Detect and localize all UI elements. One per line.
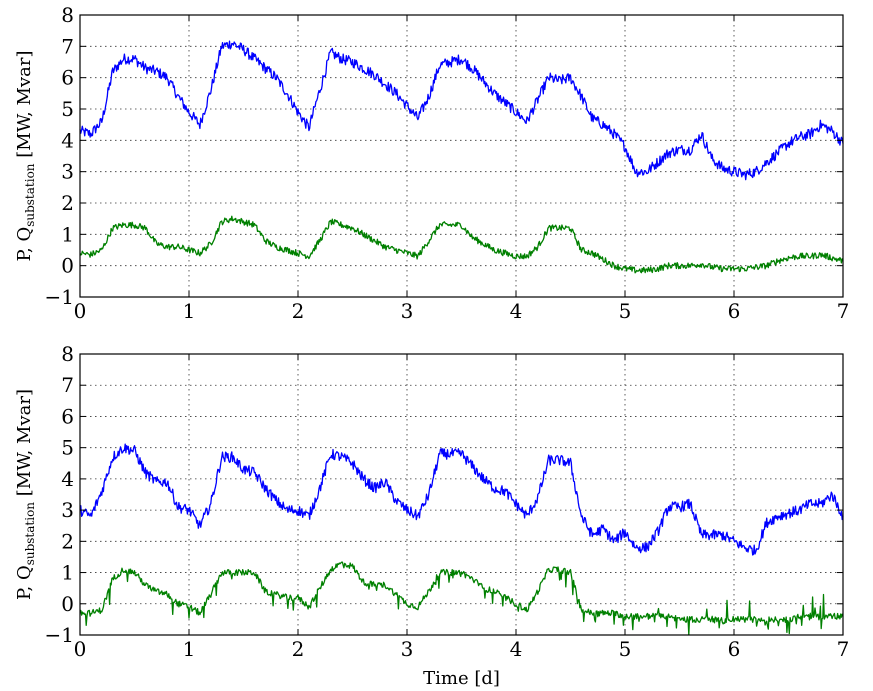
- y-tick-label: −1: [45, 623, 74, 647]
- x-tick-label: 3: [401, 637, 414, 661]
- y-tick-label: 5: [61, 436, 74, 460]
- x-tick-label: 0: [74, 637, 87, 661]
- y-tick-label: 1: [61, 222, 74, 246]
- y-tick-label: 8: [61, 342, 74, 366]
- y-tick-label: 7: [61, 34, 74, 58]
- x-tick-label: 5: [619, 299, 632, 323]
- series-line-q: [79, 561, 844, 636]
- x-tick-label: 1: [183, 299, 196, 323]
- grid: [80, 354, 843, 635]
- y-tick-label: 1: [61, 561, 74, 585]
- y-tick-label: 0: [61, 592, 74, 616]
- series-line-q: [79, 215, 844, 274]
- series-line-p: [79, 40, 844, 181]
- y-tick-label: 6: [61, 66, 74, 90]
- x-tick-label: 4: [510, 637, 523, 661]
- y-tick-label: 5: [61, 97, 74, 121]
- y-tick-label: 0: [61, 254, 74, 278]
- x-tick-label: 2: [292, 299, 305, 323]
- y-axis-label: P, Qsubstation [MW, Mvar]: [14, 389, 37, 600]
- y-axis-label: P, Qsubstation [MW, Mvar]: [14, 51, 37, 262]
- x-tick-label: 0: [74, 299, 87, 323]
- series-line-p: [79, 443, 844, 556]
- x-tick-label: 4: [510, 299, 523, 323]
- y-tick-label: 7: [61, 373, 74, 397]
- y-tick-label: 8: [61, 3, 74, 27]
- x-tick-label: 3: [401, 299, 414, 323]
- plot-frame: [79, 14, 844, 298]
- x-tick-label: 1: [183, 637, 196, 661]
- y-tick-label: 3: [61, 160, 74, 184]
- x-axis-label: Time [d]: [423, 668, 500, 689]
- y-tick-label: 2: [61, 191, 74, 215]
- x-tick-label: 2: [292, 637, 305, 661]
- grid: [80, 15, 843, 297]
- x-tick-label: 5: [619, 637, 632, 661]
- y-tick-label: 4: [61, 467, 74, 491]
- y-tick-label: 6: [61, 404, 74, 428]
- x-tick-label: 7: [837, 299, 850, 323]
- plot-frame: [79, 353, 844, 636]
- y-tick-label: 4: [61, 128, 74, 152]
- y-tick-label: 3: [61, 498, 74, 522]
- x-tick-label: 6: [728, 299, 741, 323]
- x-tick-label: 6: [728, 637, 741, 661]
- y-tick-label: 2: [61, 529, 74, 553]
- y-tick-label: −1: [45, 285, 74, 309]
- x-tick-label: 7: [837, 637, 850, 661]
